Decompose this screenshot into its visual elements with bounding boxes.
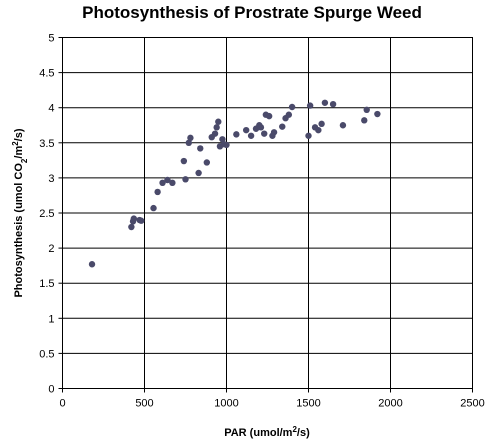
data-point bbox=[195, 169, 202, 177]
data-point bbox=[374, 110, 381, 118]
y-tick-label: 5 bbox=[48, 33, 54, 45]
data-point bbox=[265, 112, 273, 120]
x-tick-label: 2500 bbox=[460, 398, 484, 410]
data-point bbox=[315, 126, 322, 134]
data-point bbox=[128, 223, 135, 231]
y-tick-label: 2.5 bbox=[39, 208, 54, 220]
data-point bbox=[329, 100, 337, 108]
y-tick-label: 0.5 bbox=[39, 348, 54, 360]
x-tick-labels: 0 500 1000 1500 2000 2500 bbox=[59, 398, 484, 410]
data-point bbox=[182, 176, 189, 183]
data-point bbox=[197, 145, 204, 152]
data-point bbox=[279, 123, 286, 130]
data-point bbox=[257, 124, 265, 131]
y-tick-label: 0 bbox=[48, 384, 54, 396]
data-point bbox=[213, 124, 220, 131]
data-point bbox=[306, 102, 314, 109]
y-tick-label: 2 bbox=[48, 243, 54, 255]
grid-lines bbox=[58, 37, 473, 393]
y-tick-label: 3 bbox=[48, 173, 54, 185]
data-point bbox=[215, 118, 222, 125]
data-point bbox=[130, 215, 138, 222]
data-point bbox=[219, 136, 226, 143]
x-axis-label: PAR (umol/m2/s) bbox=[224, 425, 310, 440]
data-point bbox=[164, 176, 171, 184]
data-point bbox=[150, 204, 157, 212]
x-tick-label: 0 bbox=[59, 398, 65, 410]
data-point bbox=[361, 117, 368, 124]
data-point bbox=[138, 217, 145, 224]
data-point bbox=[180, 157, 188, 165]
y-tick-label: 1.5 bbox=[39, 278, 54, 290]
y-tick-label: 4 bbox=[48, 103, 54, 115]
data-point bbox=[321, 99, 329, 106]
y-axis-label: Photosynthesis (umol CO2/m2/s) bbox=[11, 128, 29, 297]
data-point bbox=[203, 159, 211, 166]
data-point bbox=[270, 129, 278, 136]
data-point bbox=[305, 132, 312, 139]
x-tick-label: 500 bbox=[135, 398, 153, 410]
data-point bbox=[185, 139, 192, 146]
data-point bbox=[242, 126, 250, 134]
data-point bbox=[247, 132, 255, 139]
y-tick-label: 1 bbox=[48, 313, 54, 325]
data-point bbox=[88, 261, 96, 268]
x-tick-label: 2000 bbox=[378, 398, 402, 410]
plot-frame bbox=[62, 37, 473, 389]
data-point bbox=[169, 179, 176, 187]
x-tick-label: 1000 bbox=[214, 398, 238, 410]
data-point bbox=[154, 188, 161, 196]
data-point bbox=[288, 103, 296, 111]
chart-title: Photosynthesis of Prostrate Spurge Weed bbox=[82, 3, 422, 22]
data-point bbox=[261, 130, 268, 137]
data-point bbox=[318, 120, 325, 128]
data-point bbox=[211, 130, 219, 137]
data-point bbox=[339, 122, 347, 129]
data-point bbox=[223, 141, 230, 149]
data-point bbox=[285, 111, 293, 118]
y-tick-label: 3.5 bbox=[39, 138, 54, 150]
data-point bbox=[187, 134, 194, 142]
y-tick-label: 4.5 bbox=[39, 68, 54, 80]
y-tick-labels: 0 0.5 1 1.5 2 2.5 3 3.5 4 4.5 5 bbox=[39, 33, 54, 396]
data-point bbox=[233, 131, 240, 138]
x-tick-label: 1500 bbox=[296, 398, 320, 410]
data-point bbox=[363, 106, 370, 114]
data-point bbox=[159, 179, 166, 187]
data-points bbox=[88, 99, 381, 268]
